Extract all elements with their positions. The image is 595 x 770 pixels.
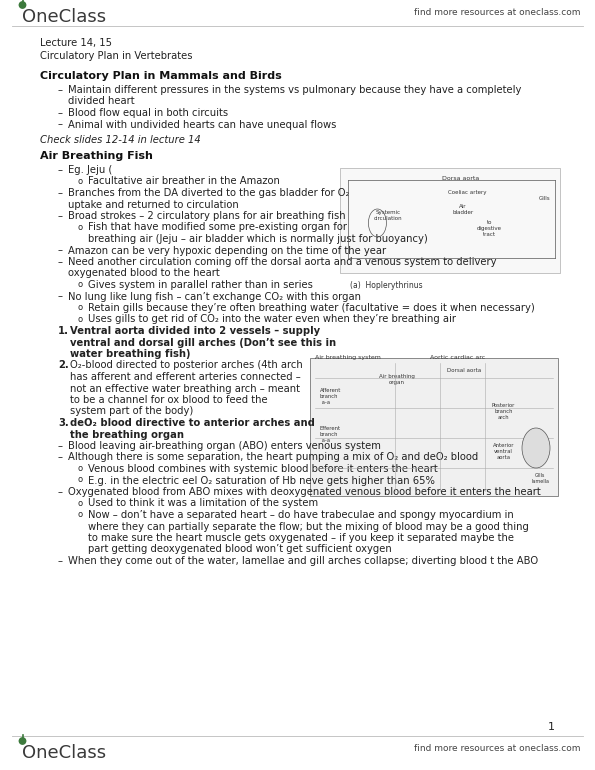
Text: –: – (58, 292, 63, 302)
Text: O₂-blood directed to posterior arches (4th arch: O₂-blood directed to posterior arches (4… (70, 360, 303, 370)
Text: breathing air (Jeju – air bladder which is normally just for buoyancy): breathing air (Jeju – air bladder which … (88, 234, 428, 244)
Text: –: – (58, 165, 63, 175)
Text: –: – (58, 556, 63, 566)
Text: Broad strokes – 2 circulatory plans for air breathing fish: Broad strokes – 2 circulatory plans for … (68, 211, 346, 221)
Circle shape (19, 2, 26, 8)
Text: Aortic cardiac arc: Aortic cardiac arc (430, 355, 486, 360)
Text: Amazon can be very hypoxic depending on the time of the year: Amazon can be very hypoxic depending on … (68, 246, 386, 256)
Text: not an effective water breathing arch – meant: not an effective water breathing arch – … (70, 383, 300, 393)
Text: uptake and returned to circulation: uptake and returned to circulation (68, 199, 239, 209)
Text: –: – (58, 257, 63, 267)
Text: Uses gills to get rid of CO₂ into the water even when they’re breathing air: Uses gills to get rid of CO₂ into the wa… (88, 314, 456, 324)
Text: Gills: Gills (539, 196, 550, 201)
Text: E.g. in the electric eel O₂ saturation of Hb neve gets higher than 65%: E.g. in the electric eel O₂ saturation o… (88, 476, 435, 486)
Text: Although there is some separation, the heart pumping a mix of O₂ and deO₂ blood: Although there is some separation, the h… (68, 453, 478, 463)
Text: find more resources at oneclass.com: find more resources at oneclass.com (414, 744, 580, 753)
Text: o: o (78, 510, 83, 519)
Text: Retain gills because they’re often breathing water (facultative = does it when n: Retain gills because they’re often breat… (88, 303, 535, 313)
Text: o: o (78, 303, 83, 312)
Text: Blood flow equal in both circuits: Blood flow equal in both circuits (68, 108, 228, 118)
Text: (a)  Hoplerythrinus: (a) Hoplerythrinus (350, 281, 422, 290)
Text: –: – (58, 453, 63, 463)
Bar (310, 358, 558, 496)
Text: divided heart: divided heart (68, 96, 134, 106)
Text: part getting deoxygenated blood won’t get sufficient oxygen: part getting deoxygenated blood won’t ge… (88, 544, 392, 554)
Text: –: – (58, 246, 63, 256)
Text: Posterior
branch
arch: Posterior branch arch (491, 403, 515, 420)
Text: Fish that have modified some pre-existing organ for: Fish that have modified some pre-existin… (88, 223, 347, 233)
Circle shape (19, 738, 26, 744)
Text: Air Breathing Fish: Air Breathing Fish (40, 151, 153, 161)
Text: –: – (58, 487, 63, 497)
Text: Check slides 12-14 in lecture 14: Check slides 12-14 in lecture 14 (40, 135, 201, 145)
Text: to
digestive
tract: to digestive tract (477, 220, 502, 236)
Text: Dorsa aorta: Dorsa aorta (442, 176, 480, 181)
Text: deO₂ blood directive to anterior arches and: deO₂ blood directive to anterior arches … (70, 418, 315, 428)
Text: Air breathing
organ: Air breathing organ (379, 374, 415, 385)
Text: Ventral aorta divided into 2 vessels – supply: Ventral aorta divided into 2 vessels – s… (70, 326, 320, 336)
Text: –: – (58, 108, 63, 118)
Text: has afferent and efferent arteries connected –: has afferent and efferent arteries conne… (70, 372, 300, 382)
Text: o: o (78, 476, 83, 484)
Text: Facultative air breather in the Amazon: Facultative air breather in the Amazon (88, 176, 280, 186)
Text: Gives system in parallel rather than in series: Gives system in parallel rather than in … (88, 280, 313, 290)
Text: Oxygenated blood from ABO mixes with deoxygenated venous blood before it enters : Oxygenated blood from ABO mixes with deo… (68, 487, 541, 497)
Text: OneClass: OneClass (22, 8, 106, 26)
Text: Need another circulation coming off the dorsal aorta and a venous system to deli: Need another circulation coming off the … (68, 257, 496, 267)
Text: o: o (78, 176, 83, 186)
Text: Coeliac artery: Coeliac artery (449, 190, 487, 195)
Text: o: o (78, 314, 83, 323)
Text: 3.: 3. (58, 418, 69, 428)
Text: –: – (58, 441, 63, 451)
Text: oxygenated blood to the heart: oxygenated blood to the heart (68, 269, 220, 279)
Ellipse shape (522, 428, 550, 468)
Text: find more resources at oneclass.com: find more resources at oneclass.com (414, 8, 580, 17)
Text: o: o (78, 498, 83, 507)
Bar (340, 168, 560, 273)
Text: Circulatory Plan in Vertebrates: Circulatory Plan in Vertebrates (40, 51, 193, 61)
Text: ventral and dorsal gill arches (Don’t see this in: ventral and dorsal gill arches (Don’t se… (70, 337, 336, 347)
Text: o: o (78, 464, 83, 473)
Text: the breathing organ: the breathing organ (70, 430, 184, 440)
Text: Gills
lamella: Gills lamella (531, 473, 549, 484)
Text: Eg. Jeju (: Eg. Jeju ( (68, 165, 112, 175)
Text: When they come out of the water, lamellae and gill arches collapse; diverting bl: When they come out of the water, lamella… (68, 556, 538, 566)
Text: Anterior
ventral
aorta: Anterior ventral aorta (493, 443, 514, 460)
Text: Air
bladder: Air bladder (453, 204, 474, 215)
Text: Branches from the DA diverted to the gas bladder for O₂: Branches from the DA diverted to the gas… (68, 188, 349, 198)
Text: Systemic
circulation: Systemic circulation (374, 210, 403, 221)
Text: to make sure the heart muscle gets oxygenated – if you keep it separated maybe t: to make sure the heart muscle gets oxyge… (88, 533, 514, 543)
Text: OneClass: OneClass (22, 744, 106, 762)
Text: o: o (78, 223, 83, 232)
Text: o: o (78, 280, 83, 289)
Text: –: – (58, 85, 63, 95)
Text: Afferent
branch
 a-a: Afferent branch a-a (320, 388, 342, 404)
Text: –: – (58, 119, 63, 129)
Text: Now – don’t have a separated heart – do have trabeculae and spongy myocardium in: Now – don’t have a separated heart – do … (88, 510, 513, 520)
Text: Dorsal aorta: Dorsal aorta (447, 368, 481, 373)
Text: Used to think it was a limitation of the system: Used to think it was a limitation of the… (88, 498, 318, 508)
Text: Venous blood combines with systemic blood before it enters the heart: Venous blood combines with systemic bloo… (88, 464, 438, 474)
Text: where they can partially separate the flow; but the mixing of blood may be a goo: where they can partially separate the fl… (88, 521, 529, 531)
Text: –: – (58, 188, 63, 198)
Text: 2.: 2. (58, 360, 69, 370)
Text: water breathing fish): water breathing fish) (70, 349, 190, 359)
Text: Maintain different pressures in the systems vs pulmonary because they have a com: Maintain different pressures in the syst… (68, 85, 521, 95)
Text: Lecture 14, 15: Lecture 14, 15 (40, 38, 112, 48)
Text: 1.: 1. (58, 326, 69, 336)
Text: Air breathing system: Air breathing system (315, 355, 381, 360)
Text: Circulatory Plan in Mammals and Birds: Circulatory Plan in Mammals and Birds (40, 71, 282, 81)
Text: system part of the body): system part of the body) (70, 407, 193, 417)
Text: Efferent
branch
 a-a: Efferent branch a-a (320, 426, 341, 443)
Text: No lung like lung fish – can’t exchange CO₂ with this organ: No lung like lung fish – can’t exchange … (68, 292, 361, 302)
Text: Animal with undivided hearts can have unequal flows: Animal with undivided hearts can have un… (68, 119, 336, 129)
Text: Blood leaving air-breathing organ (ABO) enters venous system: Blood leaving air-breathing organ (ABO) … (68, 441, 381, 451)
Text: 1: 1 (548, 722, 555, 732)
Text: to be a channel for ox blood to feed the: to be a channel for ox blood to feed the (70, 395, 268, 405)
Text: –: – (58, 211, 63, 221)
